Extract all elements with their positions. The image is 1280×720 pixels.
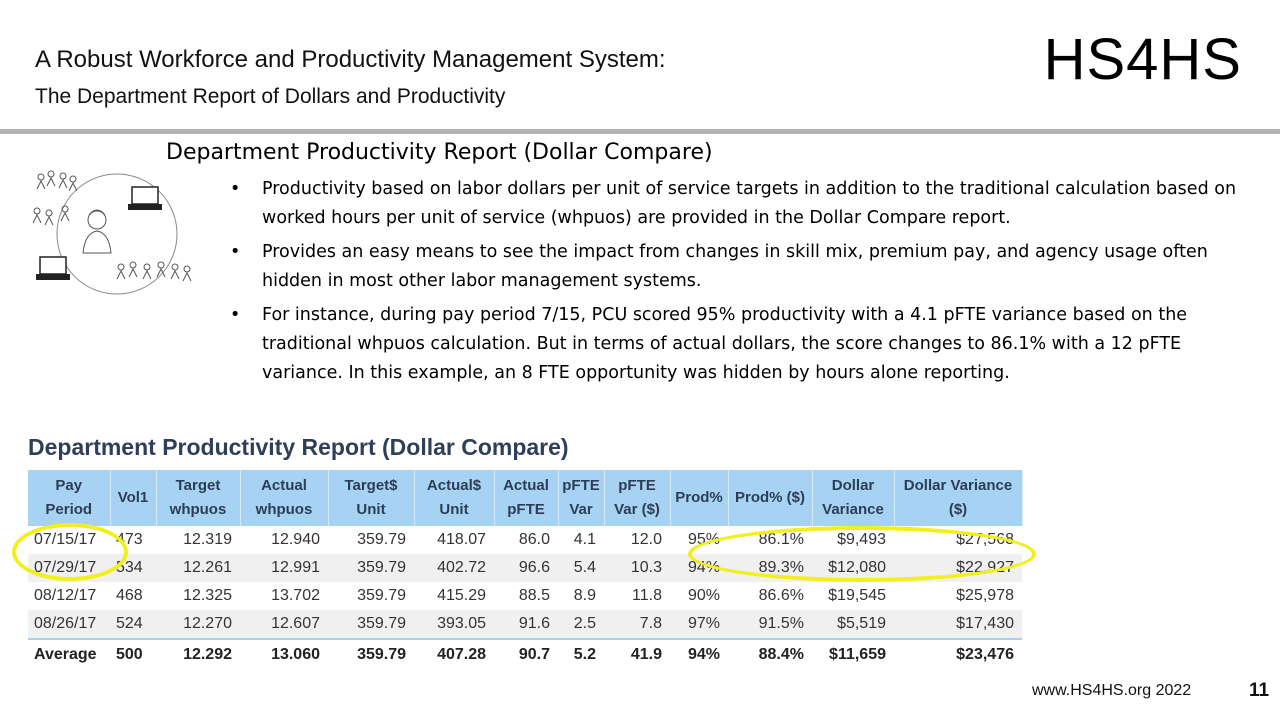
column-header: Target whpuos bbox=[156, 470, 241, 526]
column-header: Prod% bbox=[670, 470, 729, 526]
table-cell: 12.940 bbox=[271, 531, 320, 548]
column-header: pFTE Var bbox=[558, 470, 605, 526]
table-cell: 96.6 bbox=[494, 554, 558, 582]
table-cell: $17,430 bbox=[894, 610, 1022, 639]
report-title: Department Productivity Report (Dollar C… bbox=[28, 434, 569, 460]
table-row: 08/12/17 468 12.325 13.702 359.79 415.29… bbox=[28, 582, 1022, 610]
column-header: Pay Period bbox=[28, 470, 111, 526]
table-cell: 12.270 bbox=[156, 610, 240, 639]
table-cell: 12.261 bbox=[156, 554, 240, 582]
table-cell: 359.79 bbox=[328, 638, 414, 670]
table-cell: $25,978 bbox=[956, 587, 1014, 604]
column-header: Target$ Unit bbox=[328, 470, 415, 526]
table-cell: 12.991 bbox=[240, 554, 328, 582]
table-cell: $5,519 bbox=[812, 610, 894, 639]
table-cell: 91.5% bbox=[728, 610, 812, 639]
table-cell: 12.325 bbox=[183, 587, 232, 604]
slide-title: A Robust Workforce and Productivity Mana… bbox=[35, 46, 666, 73]
table-cell: 468 bbox=[116, 587, 143, 604]
table-cell: 8.9 bbox=[573, 587, 596, 604]
table-cell: 12.319 bbox=[183, 531, 232, 548]
table-cell: 88.5 bbox=[518, 587, 550, 604]
table-cell: $23,476 bbox=[894, 638, 1022, 670]
column-header: Actual pFTE bbox=[494, 470, 559, 526]
bullet-list: Productivity based on labor dollars per … bbox=[230, 175, 1260, 393]
column-header: pFTE Var ($) bbox=[604, 470, 671, 526]
table-cell: 5.4 bbox=[558, 554, 604, 582]
table-cell: 90.7 bbox=[494, 638, 558, 670]
table-cell: 12.607 bbox=[240, 610, 328, 639]
table-cell: 393.05 bbox=[414, 610, 494, 639]
table-cell: 359.79 bbox=[328, 610, 414, 639]
table-cell: 11.8 bbox=[632, 587, 662, 604]
table-cell: 12.0 bbox=[630, 531, 662, 548]
table-cell: 5.2 bbox=[558, 638, 604, 670]
table-cell: 86.0 bbox=[518, 531, 550, 548]
bullet-item: Provides an easy means to see the impact… bbox=[230, 238, 1260, 296]
column-header: Actual whpuos bbox=[240, 470, 329, 526]
table-cell: 524 bbox=[110, 610, 156, 639]
highlight-ellipse-pay-period bbox=[12, 523, 128, 581]
table-cell: 08/12/17 bbox=[34, 587, 97, 604]
column-header: Actual$ Unit bbox=[414, 470, 495, 526]
page-number: 11 bbox=[1249, 680, 1270, 701]
brand-logo: HS4HS bbox=[1043, 27, 1242, 92]
column-header: Dollar Variance bbox=[812, 470, 895, 526]
bullet-item: For instance, during pay period 7/15, PC… bbox=[230, 301, 1260, 388]
table-cell: 402.72 bbox=[414, 554, 494, 582]
table-cell: 418.07 bbox=[437, 531, 486, 548]
table-cell: $11,659 bbox=[812, 638, 894, 670]
table-row: 08/26/17 524 12.270 12.607 359.79 393.05… bbox=[28, 610, 1022, 639]
table-cell: 86.6% bbox=[758, 587, 804, 604]
table-cell: Average bbox=[28, 638, 110, 670]
table-cell: 97% bbox=[670, 610, 728, 639]
table-cell: $19,545 bbox=[828, 587, 886, 604]
table-header-row: Pay Period Vol1 Target whpuos Actual whp… bbox=[28, 470, 1023, 526]
table-cell: 415.29 bbox=[437, 587, 486, 604]
column-header: Vol1 bbox=[110, 470, 157, 526]
bullet-item: Productivity based on labor dollars per … bbox=[230, 175, 1260, 233]
table-cell: 7.8 bbox=[604, 610, 670, 639]
table-cell: 407.28 bbox=[414, 638, 494, 670]
table-average-row: Average 500 12.292 13.060 359.79 407.28 … bbox=[28, 638, 1022, 670]
table-cell: 91.6 bbox=[494, 610, 558, 639]
table-cell: 13.060 bbox=[240, 638, 328, 670]
table-cell: 4.1 bbox=[573, 531, 596, 548]
table-cell: 10.3 bbox=[604, 554, 670, 582]
footer-website: www.HS4HS.org 2022 bbox=[1032, 682, 1192, 699]
table-cell: 13.702 bbox=[271, 587, 320, 604]
table-cell: 359.79 bbox=[357, 587, 406, 604]
table-cell: 500 bbox=[110, 638, 156, 670]
table-cell: 41.9 bbox=[604, 638, 670, 670]
table-cell: 12.292 bbox=[156, 638, 240, 670]
table-cell: 359.79 bbox=[357, 531, 406, 548]
column-header: Dollar Variance ($) bbox=[894, 470, 1023, 526]
table-cell: 2.5 bbox=[558, 610, 604, 639]
table-cell: 88.4% bbox=[728, 638, 812, 670]
column-header: Prod% ($) bbox=[728, 470, 813, 526]
table-cell: 94% bbox=[670, 638, 728, 670]
table-cell: 359.79 bbox=[328, 554, 414, 582]
workforce-illustration bbox=[32, 170, 192, 295]
header-divider bbox=[0, 129, 1280, 134]
table-cell: 08/26/17 bbox=[28, 610, 110, 639]
highlight-ellipse-dollar-compare bbox=[688, 526, 1036, 582]
slide-subtitle: The Department Report of Dollars and Pro… bbox=[35, 85, 506, 108]
section-heading: Department Productivity Report (Dollar C… bbox=[166, 140, 713, 165]
table-cell: 90% bbox=[687, 587, 720, 604]
